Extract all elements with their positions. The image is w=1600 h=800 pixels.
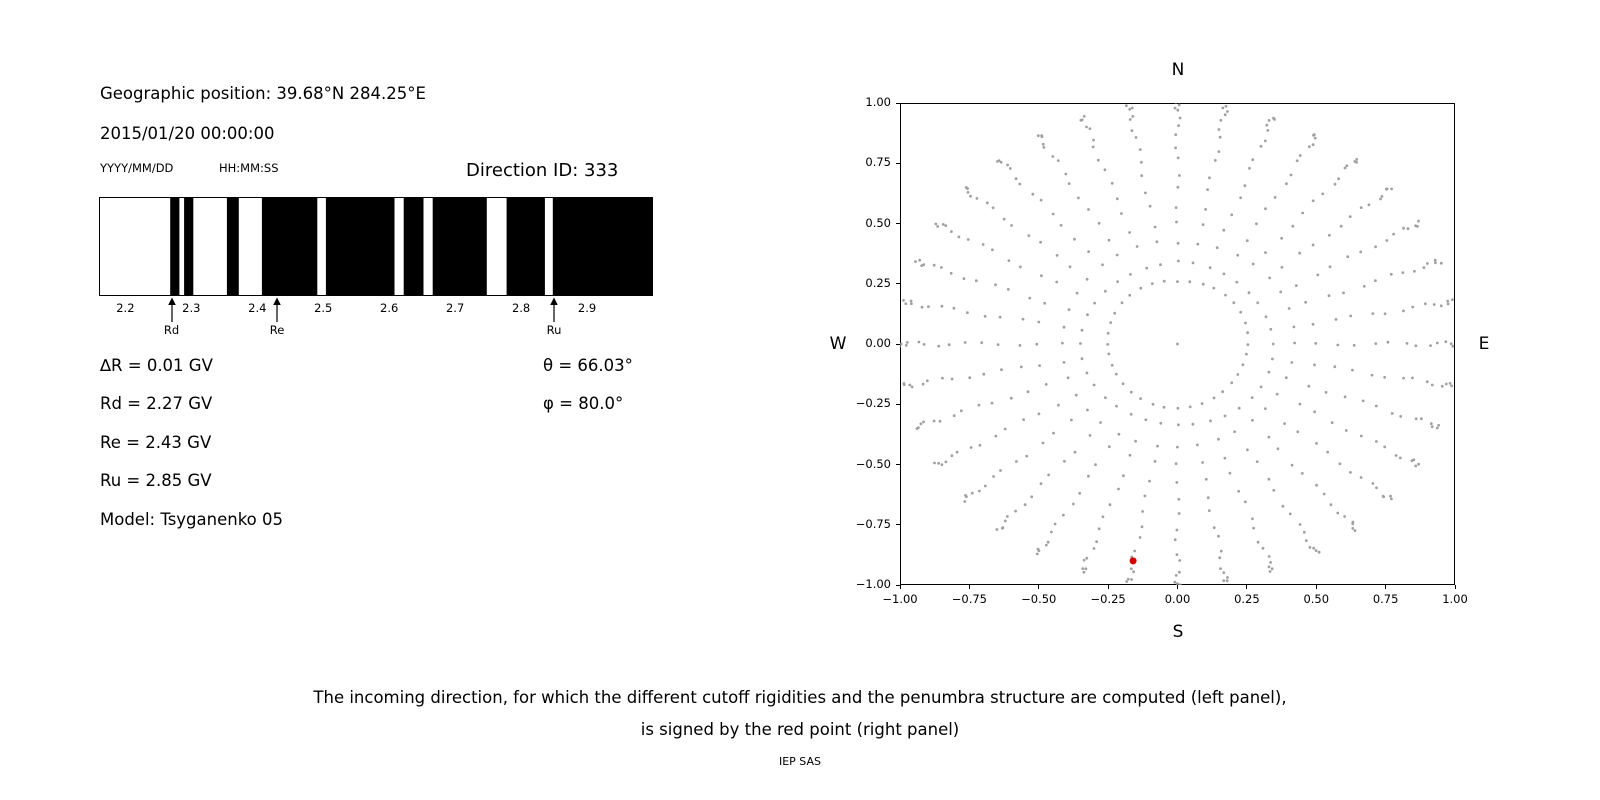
y-tick-mark bbox=[896, 464, 900, 465]
geo-position-label: Geographic position: 39.68°N 284.25°E bbox=[100, 84, 426, 103]
delta-r-value: ∆R = 0.01 GV bbox=[100, 356, 213, 375]
cutoff-marker-ru: Ru bbox=[541, 297, 567, 337]
y-tick-mark bbox=[896, 162, 900, 164]
x-tick-label: 0.25 bbox=[1234, 592, 1260, 606]
penumbra-tick-label: 2.3 bbox=[182, 301, 201, 315]
y-tick-label: 0.50 bbox=[865, 215, 891, 230]
x-tick-mark bbox=[1246, 585, 1248, 589]
up-arrow-icon bbox=[167, 297, 176, 322]
compass-east-label: E bbox=[1478, 334, 1490, 354]
y-tick-label: 0.00 bbox=[865, 336, 891, 350]
x-tick-label: 1.00 bbox=[1442, 592, 1468, 606]
caption-line-1: The incoming direction, for which the di… bbox=[313, 688, 1287, 707]
cutoff-marker-label: Ru bbox=[546, 323, 562, 337]
compass-north-label: N bbox=[1171, 60, 1185, 80]
y-tick-label: 0.75 bbox=[865, 155, 891, 170]
direction-grid-dots bbox=[900, 103, 1455, 585]
x-tick-mark bbox=[968, 585, 970, 589]
y-tick-label: 1.00 bbox=[865, 95, 891, 109]
x-tick-mark bbox=[1107, 585, 1109, 589]
y-tick-label: −0.50 bbox=[855, 456, 891, 471]
compass-south-label: S bbox=[1172, 622, 1184, 642]
y-tick-mark bbox=[896, 343, 900, 345]
penumbra-tick-label: 2.5 bbox=[314, 301, 333, 315]
up-arrow-icon bbox=[273, 297, 281, 322]
x-tick-label: 0.00 bbox=[1164, 592, 1191, 606]
y-tick-mark bbox=[896, 403, 900, 405]
caption-line-2: is signed by the red point (right panel) bbox=[640, 720, 960, 739]
date-format-label: YYYY/MM/DD bbox=[100, 161, 174, 175]
cutoff-marker-label: Re bbox=[269, 323, 285, 337]
y-tick-mark bbox=[896, 524, 900, 526]
model-label: Model: Tsyganenko 05 bbox=[100, 510, 284, 529]
x-tick-mark bbox=[1315, 585, 1317, 589]
x-tick-mark bbox=[899, 585, 901, 589]
penumbra-tick-label: 2.2 bbox=[116, 301, 135, 315]
y-tick-mark bbox=[896, 584, 900, 586]
time-format-label: HH:MM:SS bbox=[219, 161, 279, 175]
x-tick-label: −0.75 bbox=[951, 592, 987, 606]
y-tick-label: −0.25 bbox=[855, 396, 891, 411]
selected-direction-point bbox=[1129, 557, 1137, 565]
y-tick-mark bbox=[896, 102, 900, 104]
rd-value: Rd = 2.27 GV bbox=[100, 394, 213, 413]
x-tick-mark bbox=[1385, 585, 1387, 589]
cutoff-marker-re: Re bbox=[264, 297, 290, 337]
penumbra-tick-label: 2.9 bbox=[577, 301, 597, 315]
theta-value: θ = 66.03° bbox=[543, 356, 633, 375]
credit-label: IEP SAS bbox=[778, 755, 822, 768]
direction-map-plot bbox=[900, 103, 1455, 585]
y-tick-label: 0.25 bbox=[865, 275, 891, 290]
re-value: Re = 2.43 GV bbox=[100, 433, 212, 452]
y-tick-label: −0.75 bbox=[855, 516, 891, 531]
penumbra-tick-label: 2.7 bbox=[445, 301, 465, 315]
cutoff-marker-label: Rd bbox=[163, 323, 180, 337]
cutoff-marker-rd: Rd bbox=[159, 297, 185, 337]
x-tick-mark bbox=[1177, 585, 1178, 589]
x-tick-mark bbox=[1454, 585, 1456, 589]
compass-west-label: W bbox=[829, 334, 847, 354]
x-tick-label: 0.50 bbox=[1303, 592, 1330, 606]
direction-id-label: Direction ID: 333 bbox=[466, 160, 619, 181]
penumbra-barcode-plot bbox=[99, 197, 653, 296]
up-arrow-icon bbox=[550, 297, 558, 322]
ru-value: Ru = 2.85 GV bbox=[100, 471, 212, 490]
x-tick-label: 0.75 bbox=[1372, 592, 1399, 606]
y-tick-mark bbox=[896, 223, 900, 224]
penumbra-tick-label: 2.8 bbox=[511, 301, 531, 315]
phi-value: φ = 80.0° bbox=[543, 394, 624, 413]
x-tick-label: −0.25 bbox=[1090, 592, 1126, 606]
penumbra-tick-label: 2.4 bbox=[248, 301, 267, 315]
datetime-value: 2015/01/20 00:00:00 bbox=[100, 124, 275, 143]
x-tick-mark bbox=[1038, 585, 1040, 589]
y-tick-label: −1.00 bbox=[855, 577, 891, 591]
y-tick-mark bbox=[896, 283, 900, 285]
penumbra-tick-label: 2.6 bbox=[380, 301, 399, 315]
x-tick-label: −0.50 bbox=[1021, 592, 1057, 606]
penumbra-bars bbox=[170, 197, 653, 296]
x-tick-label: −1.00 bbox=[882, 592, 918, 606]
